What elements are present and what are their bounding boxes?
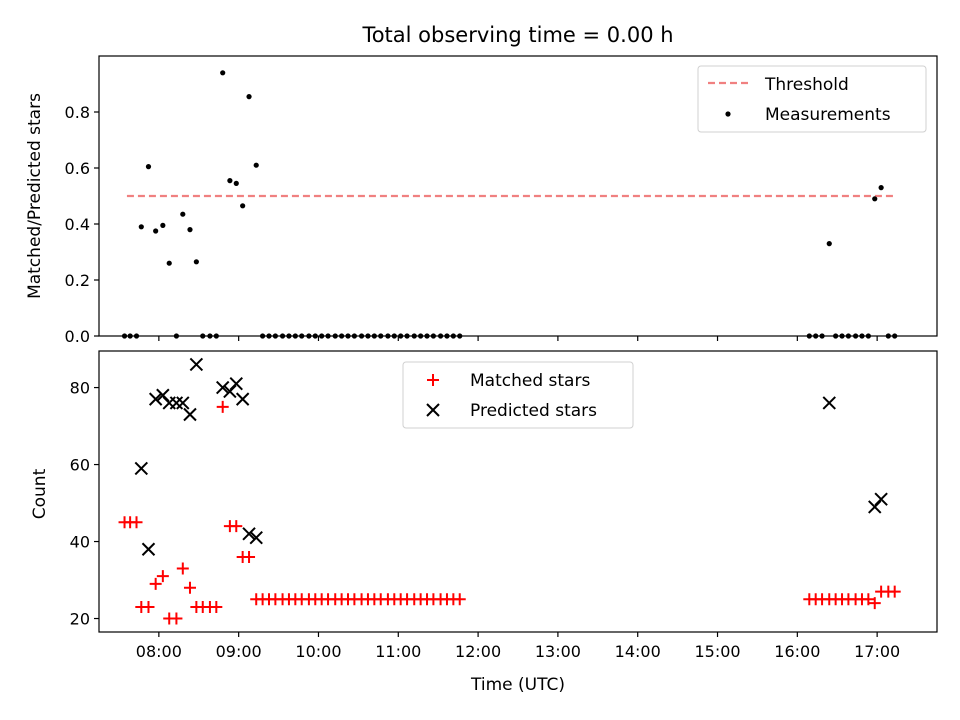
data-point [141, 542, 156, 556]
x-tick-label: 17:00 [854, 642, 900, 661]
ratio-y-axis-label: Matched/Predicted stars [25, 93, 45, 299]
data-point [138, 224, 144, 230]
measurements-series [121, 70, 898, 339]
data-point [243, 550, 256, 563]
data-point [183, 581, 196, 594]
x-axis-label: Time (UTC) [470, 675, 565, 695]
y-tick-label: 0.8 [65, 103, 90, 122]
y-tick-label: 0.2 [65, 271, 90, 290]
data-point [826, 241, 832, 247]
data-point [235, 392, 250, 406]
counts-legend: Matched stars Predicted stars [402, 361, 634, 429]
x-tick-label: 10:00 [295, 642, 341, 661]
data-point [872, 196, 878, 202]
predicted-stars-series [134, 357, 888, 556]
ratio-legend-box [697, 65, 927, 133]
data-point [240, 203, 246, 209]
data-point [183, 407, 197, 422]
data-point [215, 380, 230, 395]
data-point [822, 396, 836, 410]
data-point [230, 520, 243, 533]
data-point [134, 461, 149, 476]
matched-stars-series [118, 400, 901, 625]
data-point [169, 396, 184, 410]
data-point [149, 577, 162, 590]
data-point [193, 259, 199, 265]
data-point [210, 600, 223, 613]
ratio-legend: Threshold Measurements [697, 65, 927, 133]
y-tick-label: 40 [70, 533, 90, 552]
data-point [878, 185, 884, 191]
data-point [142, 600, 155, 613]
x-tick-label: 14:00 [615, 642, 661, 661]
data-point [130, 516, 143, 529]
data-point [176, 562, 189, 575]
counts-x-axis: 08:00 09:00 10:00 11:00 12:00 13:00 14:00 15:00… [136, 632, 900, 661]
predicted-stars-legend-label: Predicted stars [470, 401, 597, 421]
y-tick-label: 0.4 [65, 215, 90, 234]
ratio-plot-area [121, 70, 898, 339]
x-tick-label: 15:00 [694, 642, 740, 661]
data-point [153, 228, 159, 234]
y-tick-label: 60 [70, 456, 90, 475]
panel-counts: 20 40 60 80 08:00 09:00 10:00 11:00 12:00 13:00 1… [30, 350, 938, 695]
measurements-legend-label: Measurements [765, 105, 891, 125]
figure-title: Total observing time = 0.00 h [361, 23, 673, 47]
counts-plot-area [118, 357, 901, 625]
data-point [868, 597, 881, 610]
data-point [888, 585, 901, 598]
threshold-legend-label: Threshold [764, 75, 849, 95]
ratio-x-axis [158, 336, 878, 341]
x-tick-label: 09:00 [216, 642, 262, 661]
x-tick-label: 11:00 [375, 642, 421, 661]
ratio-axes-frame [98, 55, 938, 337]
data-point [145, 164, 152, 170]
y-tick-label: 80 [70, 379, 90, 398]
data-point [874, 492, 888, 506]
data-point [227, 178, 233, 184]
counts-legend-box [402, 361, 634, 429]
data-point [220, 70, 226, 76]
predicted-stars-legend-swatch [426, 403, 440, 417]
x-tick-label: 13:00 [535, 642, 581, 661]
measurements-legend-swatch [725, 111, 731, 117]
counts-y-axis: 20 40 60 80 [70, 379, 99, 629]
data-point [187, 227, 193, 233]
y-tick-label: 20 [70, 610, 90, 629]
x-tick-label: 16:00 [774, 642, 820, 661]
data-point [229, 377, 243, 391]
data-point [170, 612, 183, 625]
data-point [166, 260, 172, 266]
data-point [253, 162, 259, 168]
data-point [176, 396, 190, 410]
counts-y-axis-label: Count [30, 468, 50, 519]
x-tick-label: 08:00 [136, 642, 182, 661]
data-point [246, 94, 252, 100]
data-point [453, 593, 466, 606]
data-point [180, 211, 186, 217]
ratio-y-axis: 0.0 0.2 0.4 0.6 0.8 [65, 103, 99, 346]
data-point [156, 570, 169, 583]
data-point [216, 400, 229, 413]
data-point [242, 527, 256, 541]
counts-axes-frame [98, 350, 938, 633]
x-tick-label: 12:00 [455, 642, 501, 661]
y-tick-label: 0.6 [65, 159, 90, 178]
panel-ratio: 0.00.20.40.60.8 Matched/Predicted stars … [25, 55, 938, 346]
data-point [160, 222, 166, 228]
matched-stars-legend-swatch [427, 374, 439, 386]
data-point [862, 593, 875, 606]
y-tick-label: 0.0 [65, 327, 90, 346]
data-point [233, 180, 239, 186]
matched-stars-legend-label: Matched stars [470, 371, 590, 391]
data-point [249, 530, 263, 545]
data-point [148, 392, 163, 406]
data-point [189, 357, 204, 372]
